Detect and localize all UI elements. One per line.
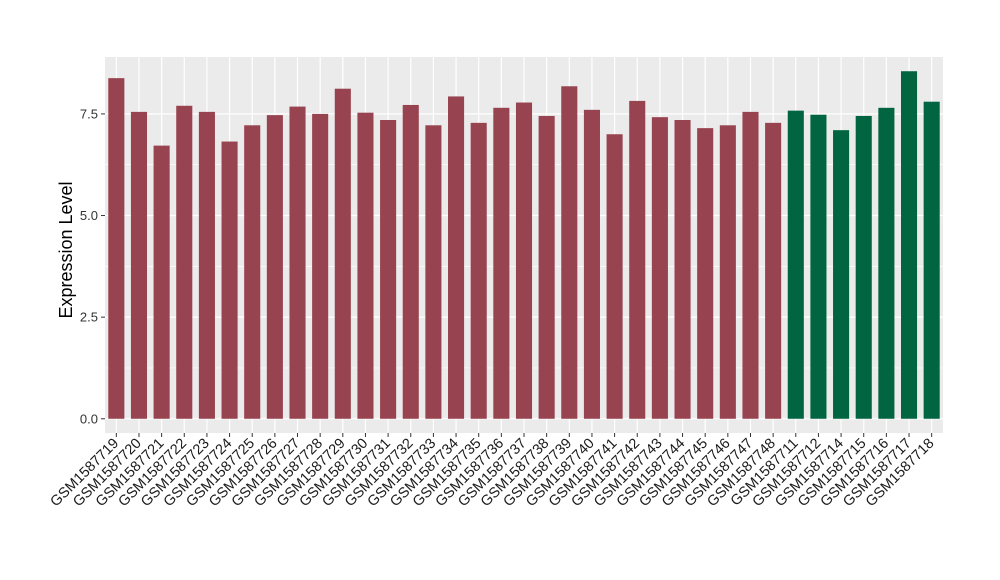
bar-GSM1587736 — [493, 107, 510, 419]
bar-GSM1587734 — [448, 96, 465, 419]
y-tick-label: 5.0 — [80, 208, 98, 223]
bar-GSM1587720 — [130, 111, 148, 419]
bar-GSM1587723 — [198, 111, 215, 419]
bar-GSM1587722 — [176, 105, 193, 419]
bar-GSM1587745 — [697, 128, 714, 419]
bar-GSM1587746 — [719, 125, 736, 419]
bar-GSM1587730 — [357, 112, 374, 419]
bar-GSM1587718 — [923, 101, 940, 419]
bar-GSM1587739 — [561, 86, 578, 419]
bar-GSM1587714 — [833, 130, 850, 419]
y-tick-label: 2.5 — [80, 310, 98, 325]
bar-GSM1587729 — [334, 88, 351, 419]
bar-GSM1587744 — [674, 120, 691, 419]
y-tick-label: 7.5 — [80, 106, 98, 121]
bar-GSM1587740 — [583, 109, 600, 419]
y-tick-label: 0.0 — [80, 411, 98, 426]
bar-GSM1587717 — [900, 71, 918, 419]
bar-GSM1587715 — [855, 115, 872, 419]
bar-GSM1587725 — [244, 125, 261, 419]
y-axis-title: Expression Level — [56, 181, 76, 318]
bar-GSM1587737 — [515, 102, 533, 419]
bar-GSM1587721 — [153, 145, 170, 419]
bar-GSM1587716 — [878, 107, 895, 419]
bar-GSM1587735 — [470, 122, 487, 419]
bar-GSM1587747 — [742, 111, 759, 419]
bar-GSM1587726 — [266, 115, 283, 419]
bar-GSM1587712 — [810, 114, 827, 419]
bar-GSM1587743 — [651, 117, 668, 419]
bar-GSM1587731 — [380, 120, 397, 419]
bar-GSM1587748 — [765, 122, 782, 419]
bar-GSM1587742 — [629, 100, 646, 419]
bar-GSM1587719 — [108, 78, 125, 419]
bar-GSM1587727 — [289, 106, 306, 419]
bar-GSM1587711 — [787, 110, 804, 419]
bar-GSM1587741 — [606, 134, 623, 419]
bar-GSM1587733 — [425, 125, 442, 419]
bar-GSM1587728 — [312, 113, 329, 419]
x-axis: GSM1587719GSM1587720GSM1587721GSM1587722… — [48, 433, 938, 510]
bar-GSM1587732 — [402, 104, 419, 419]
bar-GSM1587738 — [538, 115, 555, 419]
bars — [108, 71, 940, 419]
bar-GSM1587724 — [221, 141, 238, 419]
y-axis: 0.0 2.5 5.0 7.5 — [80, 106, 105, 426]
